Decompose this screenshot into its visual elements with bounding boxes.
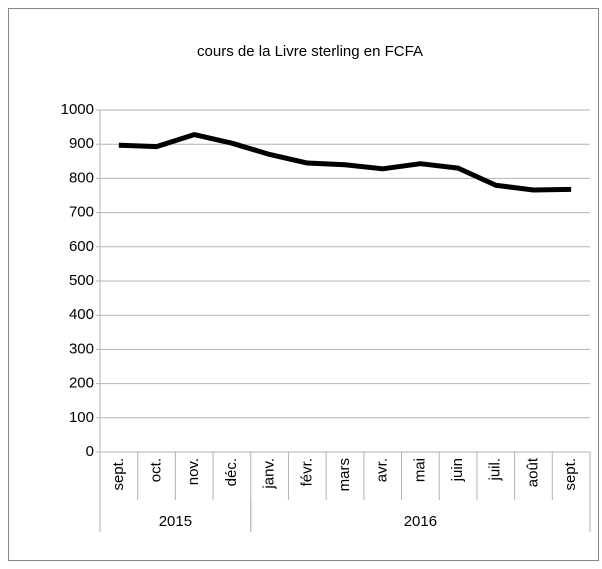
y-tick-label: 600 bbox=[69, 238, 94, 255]
x-tick-label: juin bbox=[449, 458, 466, 482]
chart-title: cours de la Livre sterling en FCFA bbox=[197, 43, 423, 60]
chart-frame bbox=[8, 8, 599, 561]
x-tick-label: mars bbox=[336, 458, 353, 491]
y-tick-label: 900 bbox=[69, 135, 94, 152]
group-label: 2016 bbox=[404, 513, 437, 530]
x-tick-label: sept. bbox=[562, 458, 579, 491]
x-tick-label: août bbox=[524, 457, 541, 487]
x-tick-label: déc. bbox=[223, 458, 240, 486]
line-series bbox=[118, 132, 572, 193]
x-tick-label: janv. bbox=[261, 458, 278, 490]
y-tick-label: 1000 bbox=[61, 101, 94, 118]
group-label: 2015 bbox=[159, 513, 192, 530]
x-tick-label: juil. bbox=[487, 458, 504, 482]
y-tick-label: 500 bbox=[69, 272, 94, 289]
y-tick-label: 800 bbox=[69, 169, 94, 186]
x-tick-label: mai bbox=[411, 458, 428, 482]
y-tick-label: 200 bbox=[69, 375, 94, 392]
x-tick-label: oct. bbox=[148, 458, 165, 482]
y-tick-label: 0 bbox=[86, 443, 94, 460]
y-tick-label: 300 bbox=[69, 340, 94, 357]
x-tick-label: sept. bbox=[110, 458, 127, 491]
y-tick-label: 100 bbox=[69, 409, 94, 426]
x-tick-label: avr. bbox=[374, 458, 391, 482]
y-tick-label: 400 bbox=[69, 306, 94, 323]
x-tick-label: févr. bbox=[298, 458, 315, 486]
x-tick-label: nov. bbox=[185, 458, 202, 485]
y-tick-label: 700 bbox=[69, 204, 94, 221]
